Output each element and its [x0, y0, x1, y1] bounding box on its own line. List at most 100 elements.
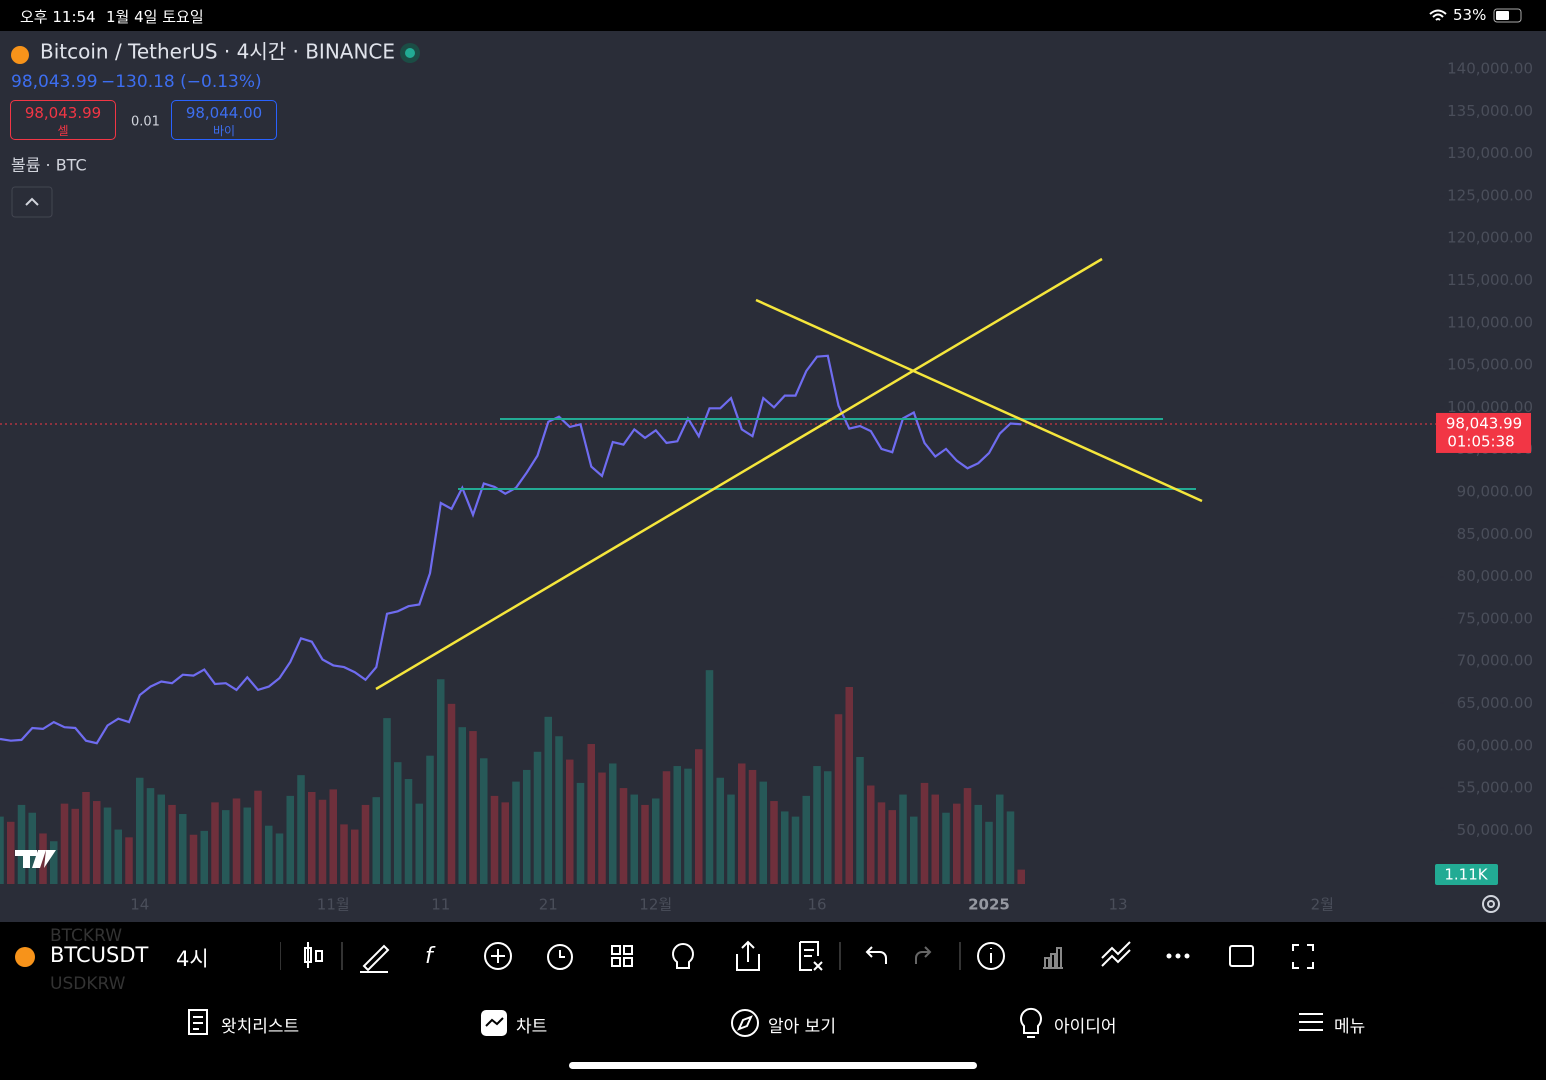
volume-bar [1006, 811, 1015, 884]
market-status-dot [405, 48, 415, 58]
volume-bar [82, 791, 90, 884]
volume-bar [899, 794, 907, 884]
explore-icon [731, 1009, 759, 1037]
volume-bar [146, 788, 155, 884]
x-tick-label: 21 [539, 896, 558, 914]
volume-bar [684, 768, 692, 884]
add-icon[interactable] [484, 942, 512, 970]
volume-bar [630, 794, 639, 884]
toolbar-interval[interactable]: 4시 [176, 947, 209, 971]
ghost-symbol: USDKRW [50, 974, 126, 994]
y-tick-label: 65,000.00 [1457, 694, 1533, 712]
tab-label[interactable]: 차트 [516, 1017, 548, 1037]
candle-type-icon[interactable] [304, 942, 323, 968]
header-price: 98,043.99 [11, 72, 98, 92]
volume-bar [888, 810, 897, 884]
drawn-trend-line [375, 257, 1103, 691]
toolbar-icons: f [280, 940, 1314, 973]
volume-bar [447, 703, 456, 884]
draw-icon[interactable] [360, 944, 390, 973]
volume-bar [522, 769, 531, 884]
tab-label[interactable]: 아이디어 [1054, 1017, 1117, 1037]
volume-bar [770, 801, 778, 884]
tab-label[interactable]: 알아 보기 [768, 1017, 836, 1037]
collapse-button[interactable] [11, 186, 53, 218]
y-tick-label: 130,000.00 [1447, 144, 1533, 162]
volume-bar [393, 762, 402, 884]
share-icon[interactable] [736, 940, 760, 971]
volume-bar [17, 804, 26, 884]
tab-label[interactable]: 메뉴 [1334, 1017, 1366, 1037]
volume-bar [135, 777, 144, 884]
chart: 50,000.00 55,000.00 60,000.00 65,000.00 70,0… [0, 40, 1533, 914]
compare-icon[interactable] [1101, 941, 1131, 967]
volume-bar [974, 804, 983, 884]
y-tick-label: 80,000.00 [1457, 567, 1533, 585]
y-tick-label: 120,000.00 [1447, 229, 1533, 247]
volume-bar [114, 829, 123, 884]
chart-tab-icon [481, 1010, 507, 1036]
y-tick-label: 85,000.00 [1457, 525, 1533, 543]
last-volume-label: 1.11K [1444, 866, 1488, 884]
volume-bar [232, 798, 241, 884]
volume-bar [544, 716, 553, 884]
volume-bar [103, 807, 112, 884]
volume-bar [71, 808, 80, 884]
indicator-icon[interactable]: f [425, 944, 436, 969]
volume-bar [942, 812, 950, 884]
tab-bar: 왓치리스트 차트 알아 보기 아이디어 메뉴 [0, 990, 1546, 1080]
volume-bar [555, 736, 563, 884]
volume-bar [157, 794, 166, 884]
volume-bar [641, 804, 649, 884]
volume-bar [748, 769, 757, 884]
y-tick-label: 115,000.00 [1447, 271, 1533, 289]
fullscreen-icon[interactable] [1292, 944, 1314, 969]
toolbar-symbol[interactable]: BTCUSDT [50, 943, 149, 967]
volume-bar [469, 731, 477, 884]
volume-bar [264, 825, 273, 884]
tab-label[interactable]: 왓치리스트 [221, 1017, 300, 1037]
volume-bar [490, 795, 499, 884]
y-tick-label: 55,000.00 [1457, 779, 1533, 797]
clear-icon[interactable] [799, 941, 823, 971]
volume-bar [845, 687, 854, 884]
x-tick-label: 11월 [317, 896, 350, 914]
idea-icon[interactable] [672, 943, 694, 969]
tab-icons [188, 1007, 1323, 1038]
buy-button[interactable]: 98,044.00 바이 [171, 100, 277, 140]
undo-icon[interactable] [865, 946, 887, 964]
y-tick-label: 90,000.00 [1457, 483, 1533, 501]
y-tick-label: 60,000.00 [1457, 736, 1533, 754]
sell-button[interactable]: 98,043.99 셀 [10, 100, 116, 140]
volume-bar [673, 766, 682, 884]
status-time: 오후 11:54 [20, 8, 96, 26]
x-tick-label: 2월 [1311, 896, 1334, 914]
volume-bar [920, 782, 929, 884]
alert-icon[interactable] [547, 944, 573, 970]
volume-bar [963, 788, 972, 884]
volume-bar [985, 821, 993, 884]
tv-logo [15, 850, 56, 868]
volume-bar [0, 816, 4, 884]
volume-bar [759, 781, 768, 884]
volume-bar [533, 751, 542, 884]
info-icon[interactable] [977, 942, 1005, 970]
volume-bar [275, 833, 284, 884]
volume-bar [834, 714, 843, 884]
volume-bar [651, 798, 660, 884]
volume-bar [909, 816, 918, 884]
layout-icon[interactable] [611, 945, 633, 967]
y-tick-label: 135,000.00 [1447, 102, 1533, 120]
volume-bar [565, 759, 574, 884]
panel-icon[interactable] [1229, 945, 1254, 967]
chart-type-icon[interactable] [1043, 947, 1063, 969]
more-icon[interactable] [1166, 953, 1190, 959]
volume-bar [426, 755, 434, 884]
y-tick-label: 125,000.00 [1447, 186, 1533, 204]
volume-bar [512, 781, 520, 884]
volume-bar [716, 777, 725, 884]
volume-bar [479, 758, 488, 884]
settings-icon[interactable] [1482, 895, 1500, 913]
y-tick-label: 110,000.00 [1447, 313, 1533, 331]
volume-bar [436, 679, 445, 884]
